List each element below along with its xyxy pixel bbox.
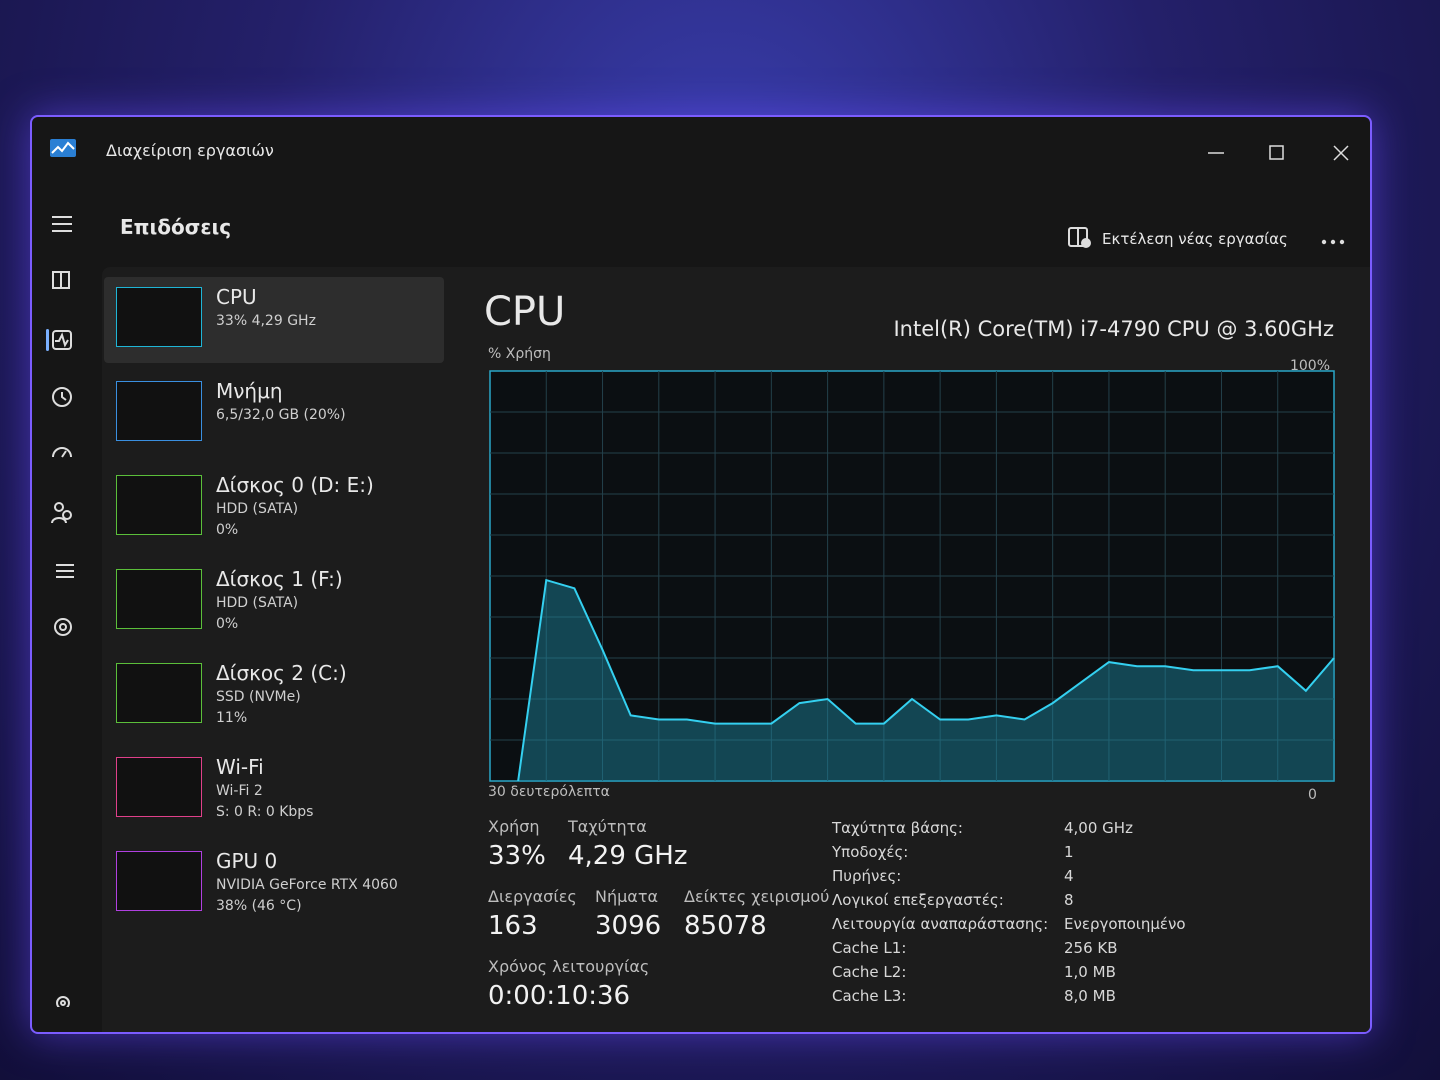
resource-detail: HDD (SATA) [216, 501, 299, 517]
detail-value: Ενεργοποιημένο [1064, 915, 1186, 933]
resource-thumbnail [116, 381, 202, 441]
resource-item[interactable]: Δίσκος 0 (D: E:) HDD (SATA) 0% [104, 465, 444, 551]
graph-y-max-label: 100% [1289, 358, 1330, 374]
cpu-model: Intel(R) Core(TM) i7-4790 CPU @ 3.60GHz [893, 317, 1334, 341]
stat-value: 33% [488, 841, 546, 871]
resource-thumbnail [116, 851, 202, 911]
detail-key: Λειτουργία αναπαράστασης: [832, 915, 1049, 933]
resource-thumbnail [116, 475, 202, 535]
stat-label: Ταχύτητα [568, 817, 647, 836]
detail-key: Λογικοί επεξεργαστές: [832, 891, 1004, 909]
resource-detail: NVIDIA GeForce RTX 4060 [216, 877, 398, 893]
detail-key: Πυρήνες: [832, 867, 902, 885]
cpu-graph [489, 370, 1335, 782]
window-title: Διαχείριση εργασιών [106, 141, 274, 160]
resource-name: Μνήμη [216, 379, 283, 403]
resource-item[interactable]: Δίσκος 1 (F:) HDD (SATA) 0% [104, 559, 444, 645]
panel-title: CPU [484, 289, 566, 335]
stat-label: Χρήση [488, 817, 540, 836]
detail-key: Υποδοχές: [832, 843, 909, 861]
resource-name: Δίσκος 2 (C:) [216, 661, 347, 685]
detail-value: 4,00 GHz [1064, 819, 1133, 837]
stat-value: 4,29 GHz [568, 841, 688, 871]
resource-name: Δίσκος 1 (F:) [216, 567, 343, 591]
detail-value: 1,0 MB [1064, 963, 1116, 981]
run-task-button[interactable]: Εκτέλεση νέας εργασίας [1102, 230, 1288, 248]
resource-detail: SSD (NVMe) [216, 689, 301, 705]
cpu-usage-area [518, 580, 1334, 781]
run-task-icon [1068, 227, 1091, 248]
graph-x-start-label: 30 δευτερόλεπτα [488, 784, 610, 800]
detail-value: 4 [1064, 867, 1074, 885]
resource-item[interactable]: GPU 0 NVIDIA GeForce RTX 4060 38% (46 °C) [104, 841, 444, 927]
resource-detail: 33% 4,29 GHz [216, 313, 316, 329]
page-title: Επιδόσεις [120, 215, 232, 239]
resource-item[interactable]: CPU 33% 4,29 GHz [104, 277, 444, 363]
resource-detail: S: 0 R: 0 Kbps [216, 804, 314, 820]
detail-key: Cache L1: [832, 939, 907, 957]
app-icon [50, 139, 76, 157]
stat-value: 0:00:10:36 [488, 981, 631, 1011]
detail-value: 256 KB [1064, 939, 1118, 957]
resource-detail: 38% (46 °C) [216, 898, 302, 914]
resource-thumbnail [116, 287, 202, 347]
graph-y-label: % Χρήση [488, 346, 551, 362]
resource-item[interactable]: Wi-Fi Wi-Fi 2 S: 0 R: 0 Kbps [104, 747, 444, 833]
stat-label: Δείκτες χειρισμού [684, 887, 830, 906]
cpu-usage-line [517, 578, 1335, 782]
detail-key: Cache L2: [832, 963, 907, 981]
resource-detail: 0% [216, 616, 239, 632]
stat-label: Διεργασίες [488, 887, 577, 906]
resource-thumbnail [116, 569, 202, 629]
nav-rail[interactable] [46, 207, 90, 1007]
resource-name: Δίσκος 0 (D: E:) [216, 473, 374, 497]
resource-item[interactable]: Μνήμη 6,5/32,0 GB (20%) [104, 371, 444, 457]
detail-key: Ταχύτητα βάσης: [832, 819, 963, 837]
resource-item[interactable]: Δίσκος 2 (C:) SSD (NVMe) 11% [104, 653, 444, 739]
resource-detail: 11% [216, 710, 248, 726]
resource-detail: HDD (SATA) [216, 595, 299, 611]
detail-key: Cache L3: [832, 987, 907, 1005]
stat-label: Νήματα [595, 887, 659, 906]
resource-name: CPU [216, 285, 257, 309]
resource-detail: Wi-Fi 2 [216, 783, 263, 799]
detail-value: 8,0 MB [1064, 987, 1116, 1005]
resource-thumbnail [116, 663, 202, 723]
stat-value: 163 [488, 911, 538, 941]
stat-value: 85078 [684, 911, 767, 941]
resource-detail: 0% [216, 522, 239, 538]
more-button[interactable] [1320, 237, 1348, 247]
stat-label: Χρόνος λειτουργίας [488, 957, 650, 976]
detail-value: 1 [1064, 843, 1074, 861]
task-manager-window: Διαχείριση εργασιών Επιδόσεις Εκτέλεση ν… [30, 115, 1372, 1034]
resource-detail: 6,5/32,0 GB (20%) [216, 407, 346, 423]
resource-name: Wi-Fi [216, 755, 264, 779]
resource-thumbnail [116, 757, 202, 817]
graph-x-end-label: 0 [1308, 787, 1317, 803]
resource-name: GPU 0 [216, 849, 278, 873]
window-controls[interactable] [1202, 137, 1352, 167]
detail-value: 8 [1064, 891, 1074, 909]
stat-value: 3096 [595, 911, 662, 941]
